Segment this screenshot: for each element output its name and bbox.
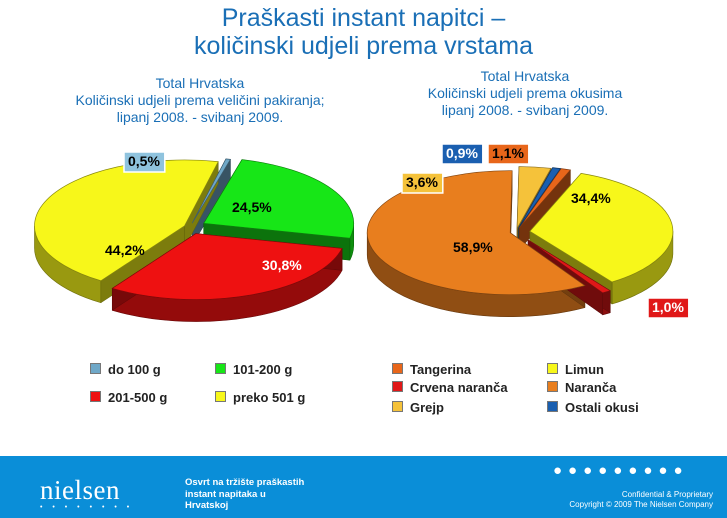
pie-slice-201-500-g bbox=[111, 233, 343, 300]
data-label-box bbox=[441, 143, 484, 165]
footer-text-line3: Hrvatskoj bbox=[185, 500, 229, 511]
legend-item: Limun bbox=[547, 362, 604, 377]
footer bbox=[0, 462, 727, 518]
legend-swatch bbox=[392, 363, 403, 374]
pie-slice-grejp bbox=[516, 166, 552, 229]
legend-swatch bbox=[392, 401, 403, 412]
pie-slice-tangerina bbox=[518, 168, 572, 229]
data-label: 44,2% bbox=[105, 242, 145, 258]
legend-item: Grejp bbox=[392, 400, 444, 415]
left-chart-title: Total Hrvatska bbox=[155, 75, 245, 91]
data-label: 3,6% bbox=[406, 174, 438, 190]
data-label-box bbox=[123, 151, 166, 173]
legend-swatch bbox=[392, 381, 403, 392]
data-label: 30,8% bbox=[262, 257, 302, 273]
footer-band bbox=[0, 456, 727, 463]
left-chart-subtitle-line2: lipanj 2008. - svibanj 2009. bbox=[116, 109, 284, 125]
legend-label: 101-200 g bbox=[233, 362, 293, 377]
page-title-line1: Praškasti instant napitci – bbox=[221, 4, 506, 32]
legend-swatch bbox=[215, 363, 226, 374]
footer-text-line2: instant napitaka u bbox=[185, 488, 266, 500]
data-label: 1,1% bbox=[492, 145, 524, 161]
footer-dots: ●●●●●●●●● bbox=[553, 462, 689, 479]
left-chart-subtitle-line1: Količinski udjeli prema veličini pakiran… bbox=[75, 92, 325, 108]
page-title: Praškasti instant napitci – količinski u… bbox=[0, 4, 727, 60]
legend-item: 201-500 g bbox=[90, 390, 167, 405]
pie-charts: 0,5% 24,5% 30,8% 44,2% 1,1% 34,4% 1,0% 58,9% 3,6… bbox=[34, 143, 690, 322]
right-chart-subtitle-line2: lipanj 2008. - svibanj 2009. bbox=[441, 102, 609, 118]
data-label: 24,5% bbox=[232, 199, 272, 215]
right-chart-title: Total Hrvatska bbox=[480, 68, 570, 84]
data-label-box bbox=[401, 172, 444, 194]
nielsen-logo-dots: • • • • • • • • bbox=[40, 504, 134, 511]
pie-slice-crvena-naran-a bbox=[527, 239, 612, 294]
pie-slice-do-100-g bbox=[191, 158, 232, 224]
legend-item: Crvena naranča bbox=[392, 380, 508, 395]
legend-item: preko 501 g bbox=[215, 390, 305, 405]
pie-slice-limun bbox=[529, 172, 674, 283]
data-label-box bbox=[487, 143, 530, 165]
legend-label: Limun bbox=[565, 362, 604, 377]
right-chart-subtitle-line1: Količinski udjeli prema okusima bbox=[427, 85, 623, 101]
legend-swatch bbox=[90, 391, 101, 402]
data-label-box bbox=[647, 297, 690, 319]
legend-label: Ostali okusi bbox=[565, 400, 639, 415]
legend-item: 101-200 g bbox=[215, 362, 292, 377]
pie-slice-ostali-okusi bbox=[518, 167, 562, 229]
data-label: 1,0% bbox=[652, 299, 684, 315]
pie-chart-2: 1,1% 34,4% 1,0% 58,9% 3,6% 0,9% bbox=[366, 143, 690, 319]
legend-label: Grejp bbox=[410, 400, 444, 415]
legend-label: preko 501 g bbox=[233, 390, 306, 405]
footer-report-title: Osvrt na tržište praškastih instant napi… bbox=[185, 477, 345, 512]
legend-item: Ostali okusi bbox=[547, 400, 639, 415]
legend-swatch bbox=[547, 381, 558, 392]
legend-swatch bbox=[215, 391, 226, 402]
legend-item: Tangerina bbox=[392, 362, 471, 377]
copyright-text: Copyright © 2009 The Nielsen Company bbox=[569, 500, 713, 509]
legend-label: do 100 g bbox=[108, 362, 161, 377]
nielsen-logo: nielsen bbox=[40, 475, 120, 505]
data-label: 34,4% bbox=[571, 190, 611, 206]
legend-label: Naranča bbox=[565, 380, 617, 395]
data-label: 0,5% bbox=[128, 153, 160, 169]
footer-copyright: Confidential & Proprietary Copyright © 2… bbox=[569, 490, 713, 510]
legend-swatch bbox=[547, 401, 558, 412]
legend-swatch bbox=[547, 363, 558, 374]
legend-item: do 100 g bbox=[90, 362, 161, 377]
data-label: 58,9% bbox=[453, 239, 493, 255]
legend-label: Crvena naranča bbox=[410, 380, 508, 395]
legend-item: Naranča bbox=[547, 380, 616, 395]
right-chart-subtitle: Total Hrvatska Količinski udjeli prema o… bbox=[370, 68, 680, 119]
data-label: 0,9% bbox=[446, 145, 478, 161]
legend-swatch bbox=[90, 363, 101, 374]
pie-slice-101-200-g bbox=[203, 159, 354, 239]
pie-chart-1: 0,5% 24,5% 30,8% 44,2% bbox=[34, 151, 354, 322]
legend-label: 201-500 g bbox=[108, 390, 168, 405]
left-chart-subtitle: Total Hrvatska Količinski udjeli prema v… bbox=[40, 75, 360, 126]
footer-text-line1: Osvrt na tržište praškastih bbox=[185, 477, 305, 488]
legend-label: Tangerina bbox=[410, 362, 472, 377]
page-title-line2: količinski udjeli prema vrstama bbox=[193, 32, 533, 60]
confidential-text: Confidential & Proprietary bbox=[621, 490, 713, 499]
